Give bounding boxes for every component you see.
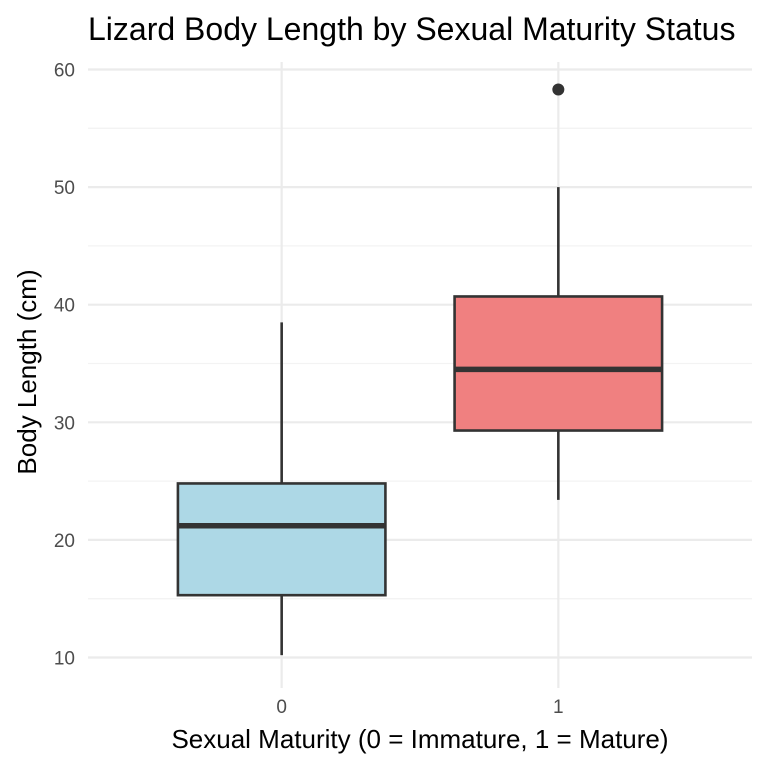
boxes [176,83,664,656]
y-tick-label: 40 [54,296,75,317]
y-axis-title: Body Length (cm) [12,269,42,474]
y-tick-label: 30 [54,413,75,434]
box-group-1 [453,83,664,500]
y-tick-label: 20 [54,531,75,552]
x-tick-label: 0 [276,697,287,718]
box-iqr [453,295,664,432]
y-tick-label: 10 [54,649,75,670]
box-group-0 [176,322,387,656]
x-axis-title: Sexual Maturity (0 = Immature, 1 = Matur… [171,724,668,754]
y-tick-label: 60 [54,61,75,82]
y-tick-label: 50 [54,178,75,199]
chart-title: Lizard Body Length by Sexual Maturity St… [88,11,735,47]
x-tick-label: 1 [553,697,564,718]
outlier-point [552,83,565,96]
box-iqr [176,482,387,597]
y-axis-ticks: 10 20 30 40 50 60 [54,61,75,670]
